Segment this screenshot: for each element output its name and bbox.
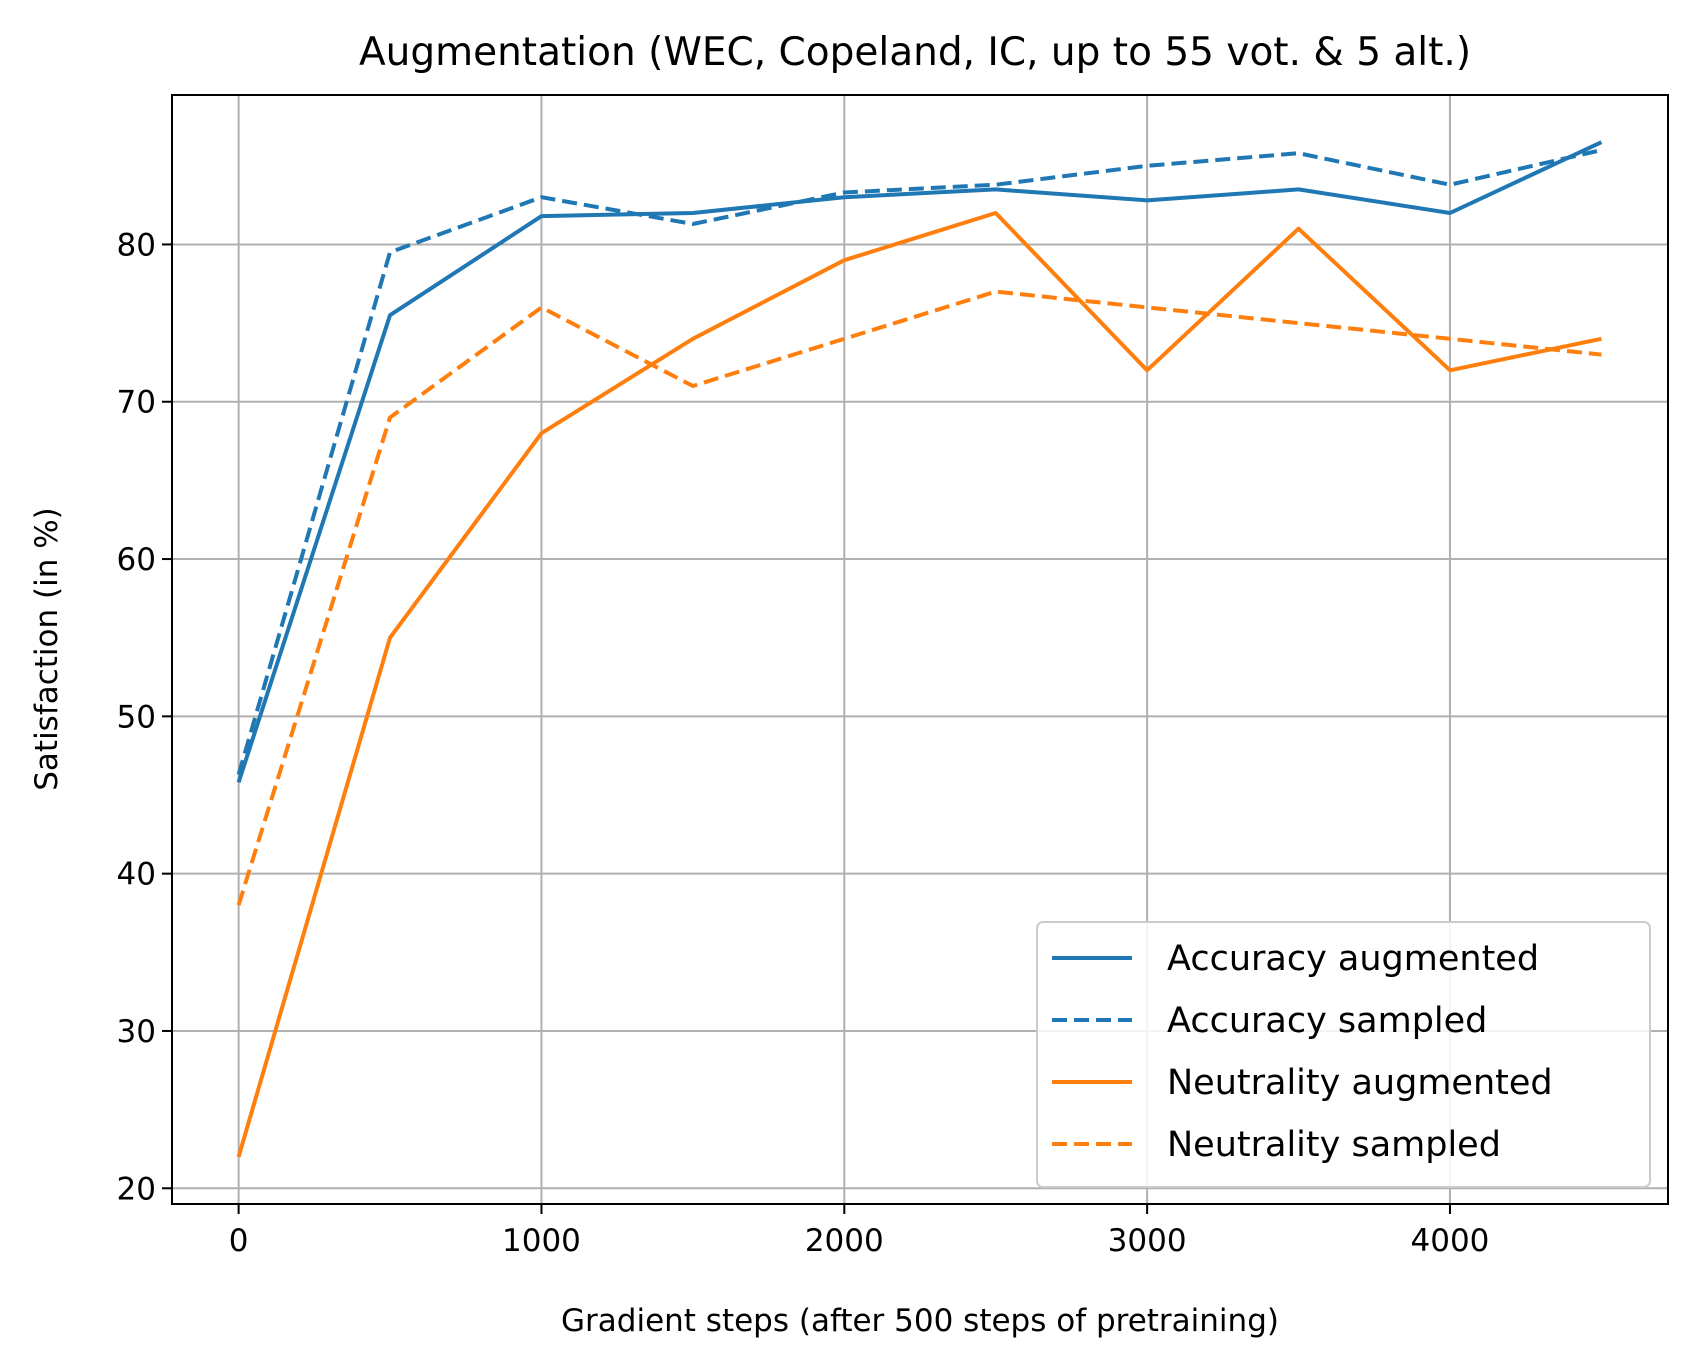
y-tick-label: 80 [117, 227, 156, 263]
y-tick-label: 40 [117, 857, 156, 893]
legend-label: Accuracy sampled [1167, 1001, 1487, 1041]
legend: Accuracy augmented Accuracy sampled Neutra… [1036, 921, 1651, 1188]
y-axis-label: Satisfaction (in %) [29, 507, 65, 791]
y-tick-label: 70 [117, 385, 156, 421]
series-line-neutrality-augmented [236, 211, 1602, 1158]
y-tick-label: 30 [117, 1014, 156, 1050]
x-tick-label: 0 [229, 1223, 249, 1259]
legend-label: Accuracy augmented [1167, 939, 1539, 979]
x-axis-label: Gradient steps (after 500 steps of pretr… [561, 1303, 1279, 1339]
chart-title: Augmentation (WEC, Copeland, IC, up to 5… [359, 30, 1471, 75]
series-line-neutrality-sampled [236, 289, 1602, 906]
y-tick-label: 60 [117, 542, 156, 578]
y-tick-label: 20 [117, 1171, 156, 1207]
legend-label: Neutrality sampled [1167, 1125, 1501, 1165]
legend-label: Neutrality augmented [1167, 1063, 1553, 1103]
y-tick-label: 50 [117, 699, 156, 735]
x-tick-label: 4000 [1411, 1223, 1490, 1259]
x-tick-label: 1000 [502, 1223, 581, 1259]
x-tick-label: 2000 [805, 1223, 884, 1259]
series-line-accuracy-sampled [236, 148, 1602, 776]
axis-ticks: 0 1000 2000 3000 4000 20 30 40 50 60 70 80 [117, 227, 1490, 1259]
series-line-accuracy-augmented [236, 140, 1603, 784]
x-tick-label: 3000 [1108, 1223, 1187, 1259]
series-lines [236, 140, 1603, 1158]
legend-box [1036, 921, 1651, 1188]
plot-frame [171, 94, 1669, 1205]
grid [172, 95, 1668, 1204]
